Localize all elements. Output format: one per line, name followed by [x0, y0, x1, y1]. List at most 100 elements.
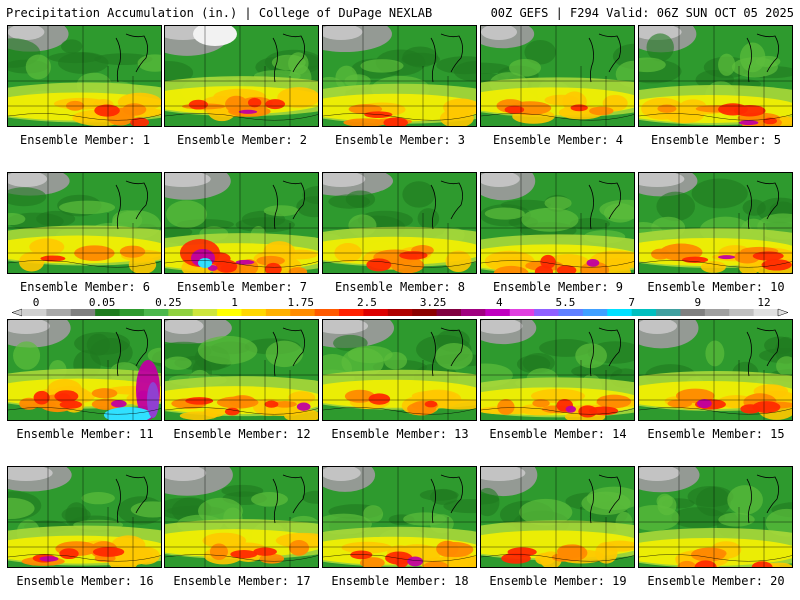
ensemble-map-panel: [164, 172, 319, 274]
precip-map: [481, 26, 634, 126]
legend-tick-label: 3.25: [419, 296, 447, 309]
ensemble-member-label: Ensemble Member: 5: [650, 133, 782, 147]
precip-map: [165, 173, 318, 273]
legend-tick-label: 5.5: [555, 296, 576, 309]
precip-map: [8, 173, 161, 273]
ensemble-member-label: Ensemble Member: 19: [489, 574, 627, 588]
precip-map: [323, 26, 476, 126]
ensemble-member-label: Ensemble Member: 2: [176, 133, 308, 147]
legend-color-segment: [704, 309, 730, 316]
legend-tick-label: 1: [231, 296, 238, 309]
ensemble-member-label: Ensemble Member: 17: [173, 574, 311, 588]
ensemble-member-label: Ensemble Member: 13: [331, 427, 469, 441]
legend-color-segment: [290, 309, 316, 316]
ensemble-member-label: Ensemble Member: 11: [16, 427, 154, 441]
legend-color-segment: [217, 309, 242, 316]
precip-map: [323, 467, 476, 567]
ensemble-map-panel: [638, 25, 793, 127]
precip-map: [165, 467, 318, 567]
ensemble-map-panel: [638, 466, 793, 568]
legend-color-segment: [753, 309, 779, 316]
ensemble-map-panel: [322, 172, 477, 274]
precip-map: [165, 320, 318, 420]
ensemble-map-panel: [322, 25, 477, 127]
ensemble-map-panel: [480, 172, 635, 274]
ensemble-map-panel: [480, 25, 635, 127]
legend-color-segment: [436, 309, 462, 316]
legend-color-segment: [192, 309, 218, 316]
precip-map: [165, 26, 318, 126]
legend-color-segment: [339, 309, 364, 316]
legend-color-segment: [656, 309, 681, 316]
legend-color-segment: [265, 309, 291, 316]
precip-map: [481, 320, 634, 420]
precip-map: [639, 173, 792, 273]
ensemble-map-panel: [322, 466, 477, 568]
page-title: Precipitation Accumulation (in.) | Colle…: [6, 6, 433, 20]
legend-color-segment: [509, 309, 535, 316]
precip-map: [323, 320, 476, 420]
precip-map: [8, 320, 161, 420]
ensemble-map-panel: [638, 172, 793, 274]
legend-tick-label: 4: [495, 296, 503, 309]
ensemble-member-label: Ensemble Member: 6: [19, 280, 151, 294]
legend-color-segment: [387, 309, 413, 316]
legend-color-segment: [119, 309, 145, 316]
ensemble-member-label: Ensemble Member: 8: [334, 280, 466, 294]
legend-color-segment: [70, 309, 96, 316]
legend-color-segment: [729, 309, 755, 316]
ensemble-member-label: Ensemble Member: 15: [647, 427, 785, 441]
precip-map: [8, 467, 161, 567]
ensemble-map-panel: [164, 466, 319, 568]
legend-color-segment: [168, 309, 194, 316]
legend-color-segment: [631, 309, 657, 316]
ensemble-member-label: Ensemble Member: 3: [334, 133, 466, 147]
legend-tick-label: 0.25: [155, 296, 182, 309]
model-run-info: 00Z GEFS | F294 Valid: 06Z SUN OCT 05 20…: [490, 6, 794, 20]
ensemble-map-panel: [7, 172, 162, 274]
legend-color-segment: [314, 309, 340, 316]
legend-color-segment: [582, 309, 608, 316]
legend-color-segment: [460, 309, 486, 316]
legend-color-segment: [680, 309, 706, 316]
legend-color-segment: [143, 309, 169, 316]
ensemble-member-label: Ensemble Member: 7: [176, 280, 308, 294]
ensemble-member-label: Ensemble Member: 9: [492, 280, 624, 294]
legend-color-segment: [46, 309, 72, 316]
legend-tick-label: 2.5: [356, 296, 377, 309]
ensemble-map-panel: [480, 466, 635, 568]
ensemble-map-panel: [638, 319, 793, 421]
ensemble-member-label: Ensemble Member: 18: [331, 574, 469, 588]
ensemble-member-label: Ensemble Member: 1: [19, 133, 151, 147]
legend-color-segment: [22, 309, 47, 316]
legend-color-segment: [558, 309, 584, 316]
ensemble-map-panel: [7, 25, 162, 127]
legend-arrow-left: [11, 308, 23, 317]
ensemble-map-panel: [7, 466, 162, 568]
legend-tick-label: 9: [694, 296, 702, 309]
ensemble-map-panel: [480, 319, 635, 421]
legend-color-segment: [363, 309, 389, 316]
ensemble-map-panel: [164, 25, 319, 127]
precip-map: [481, 173, 634, 273]
precip-map: [8, 26, 161, 126]
legend-tick-label: 1.75: [287, 296, 314, 309]
precip-map: [323, 173, 476, 273]
precip-map: [481, 467, 634, 567]
legend-color-segment: [95, 309, 121, 316]
ensemble-map-panel: [7, 319, 162, 421]
legend-tick-label: 0.05: [88, 296, 116, 309]
ensemble-member-label: Ensemble Member: 20: [647, 574, 785, 588]
ensemble-member-label: Ensemble Member: 12: [173, 427, 311, 441]
ensemble-map-panel: [322, 319, 477, 421]
ensemble-member-label: Ensemble Member: 10: [647, 280, 785, 294]
legend-tick-label: 12: [757, 296, 771, 309]
ensemble-member-label: Ensemble Member: 16: [16, 574, 154, 588]
legend-color-segment: [534, 309, 560, 316]
legend-tick-label: 7: [628, 296, 635, 309]
legend-color-segment: [241, 309, 267, 316]
legend-color-segment: [412, 309, 438, 316]
legend-tick-label: 0: [32, 296, 40, 309]
precip-map: [639, 26, 792, 126]
legend-arrow-right: [777, 308, 789, 317]
